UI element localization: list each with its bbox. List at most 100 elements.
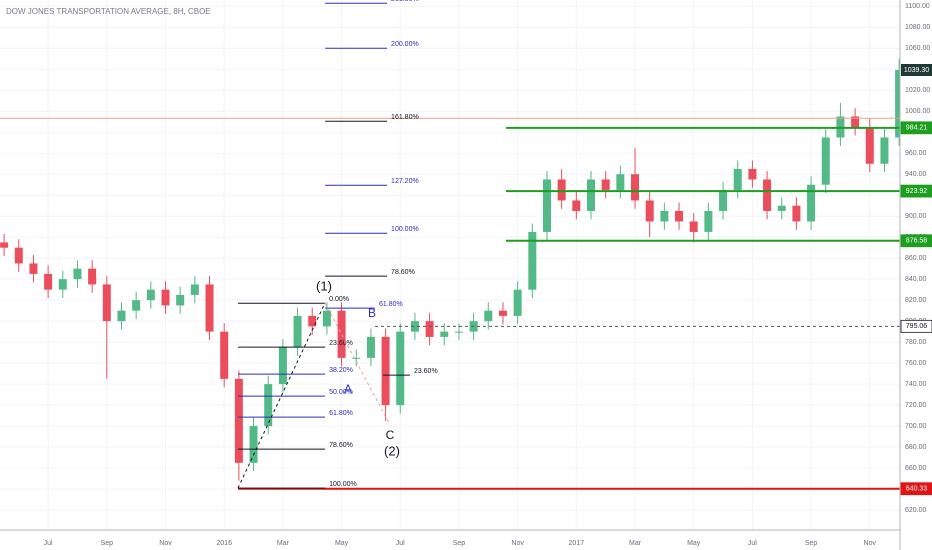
price-label-box (900, 482, 932, 496)
price-label-box (900, 184, 932, 198)
candle-body (454, 331, 463, 333)
candle-body (14, 247, 23, 264)
candle-body (264, 384, 273, 427)
candle-body (733, 168, 742, 190)
candle-body (513, 289, 522, 316)
axes: 620.00640.00660.00680.00700.00720.00740.… (44, 3, 932, 547)
candle-body (528, 231, 537, 290)
price-label-box (900, 234, 932, 248)
candle-body (381, 336, 390, 406)
x-tick-label: Sep (101, 540, 114, 547)
candle-body (366, 336, 375, 358)
candle-body (337, 310, 346, 358)
candle-body (190, 284, 199, 295)
y-tick-label: 860.00 (905, 255, 927, 262)
wave-line (324, 302, 391, 426)
candle-body (675, 210, 684, 222)
candle-body (249, 426, 258, 463)
fib-label: 78.60% (329, 442, 353, 449)
candle-body (704, 210, 713, 232)
chart-title: DOW JONES TRANSPORTATION AVERAGE, 8H, CB… (6, 7, 211, 16)
candle-body (352, 357, 361, 359)
plot: 0.00% 23.60% 38.20% 50.00% 61.80% 78.60% 100.0… (0, 0, 900, 490)
x-tick-label: May (335, 540, 349, 547)
candle-body (557, 179, 566, 201)
candle-body (895, 70, 900, 138)
candle-body (484, 310, 493, 322)
candle-body (73, 268, 82, 280)
x-tick-label: Jul (396, 540, 405, 547)
candle-body (792, 205, 801, 222)
candle-body (587, 179, 596, 211)
y-tick-label: 960.00 (905, 150, 927, 157)
y-tick-label: 760.00 (905, 360, 927, 367)
y-tick-label: 1000.00 (905, 108, 930, 115)
candle-body (498, 310, 507, 316)
wave-label: A (344, 382, 352, 396)
candle-body (161, 289, 170, 306)
last-price-label: 1039.30 (904, 67, 929, 74)
fib-label: 61.80% (379, 301, 403, 308)
candle-body (132, 300, 141, 311)
x-tick-label: Mar (629, 540, 642, 547)
candle-body (58, 279, 67, 290)
price-label: 923.92 (906, 188, 928, 195)
candle-body (821, 137, 830, 185)
fib-label: 200.00% (391, 41, 419, 48)
fib-label: 161.80% (391, 114, 419, 121)
wave-label: (2) (384, 443, 400, 458)
candle-body (293, 315, 302, 348)
y-tick-label: 680.00 (905, 444, 927, 451)
fib-label: 100.00% (329, 481, 357, 488)
candle-body (88, 268, 97, 285)
price-label: 640.33 (906, 486, 928, 493)
candle-body (0, 242, 9, 248)
y-tick-label: 840.00 (905, 276, 927, 283)
y-tick-label: 720.00 (905, 402, 927, 409)
candle-body (865, 126, 874, 164)
y-tick-label: 900.00 (905, 213, 927, 220)
candle-body (777, 205, 786, 211)
fib-label: 23.60% (414, 368, 438, 375)
candle-body (44, 273, 53, 290)
candle-body (601, 179, 610, 190)
candle-body (807, 184, 816, 222)
candle-body (29, 263, 38, 274)
last-price-box (901, 64, 932, 77)
candle-body (410, 321, 419, 332)
wave-line (237, 302, 326, 489)
y-tick-label: 820.00 (905, 297, 927, 304)
y-tick-label: 660.00 (905, 465, 927, 472)
candle-body (719, 189, 728, 211)
y-tick-label: 1080.00 (905, 24, 930, 31)
candle-body (396, 331, 405, 406)
candle-body (763, 179, 772, 211)
y-tick-label: 780.00 (905, 339, 927, 346)
x-tick-label: 2017 (569, 540, 585, 547)
candle-body (616, 174, 625, 190)
candle-body (542, 179, 551, 232)
price-label: 984.21 (906, 125, 928, 132)
x-tick-label: Nov (159, 540, 172, 547)
fib-label: 0.00% (329, 296, 349, 303)
candle-body (102, 284, 111, 322)
wave-label: (1) (316, 278, 332, 293)
price-label-box (900, 121, 932, 135)
price-label: 876.58 (906, 238, 928, 245)
candle-body (851, 116, 860, 127)
candle-body (440, 331, 449, 337)
x-tick-label: Mar (277, 540, 290, 547)
y-tick-label: 1020.00 (905, 87, 930, 94)
y-tick-label: 1060.00 (905, 45, 930, 52)
fib-label: 23.60% (329, 340, 353, 347)
y-tick-label: 740.00 (905, 381, 927, 388)
y-tick-label: 700.00 (905, 423, 927, 430)
candle-body (880, 137, 889, 164)
candle-body (278, 347, 287, 385)
x-tick-label: Nov (864, 540, 877, 547)
grid (0, 0, 900, 530)
price-label-box (900, 319, 932, 333)
x-tick-label: Nov (511, 540, 524, 547)
x-tick-label: 2016 (216, 540, 232, 547)
